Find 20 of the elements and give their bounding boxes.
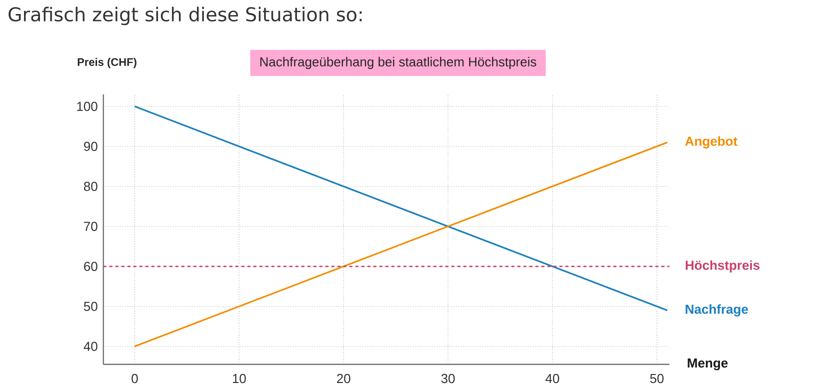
y-tick-label: 80 [84, 182, 98, 191]
ref-line-label: Höchstpreis [686, 260, 760, 272]
y-tick-label: 40 [84, 342, 98, 351]
y-tick-label: 70 [84, 222, 98, 231]
series-label: Angebot [685, 136, 738, 148]
series-label: Nachfrage [686, 304, 748, 316]
x-tick-label: 0 [132, 374, 138, 384]
x-tick-label: 20 [337, 374, 350, 384]
x-tick-label: 30 [441, 374, 455, 384]
x-axis-title: Menge [688, 358, 728, 370]
chart-title: Grafisch zeigt sich diese Situation so: [8, 6, 362, 26]
x-tick-label: 40 [545, 374, 560, 384]
y-axis-title: Preis (CHF) [78, 58, 136, 68]
chart-subtitle: Nachfrageüberhang bei staatlichem Höchstpreis [260, 56, 536, 70]
y-tick-label: 60 [84, 262, 98, 271]
y-tick-label: 90 [84, 142, 98, 151]
x-tick-label: 50 [650, 374, 664, 384]
y-tick-label: 50 [84, 302, 98, 311]
x-tick-label: 10 [232, 374, 246, 384]
y-tick-label: 100 [77, 102, 98, 111]
